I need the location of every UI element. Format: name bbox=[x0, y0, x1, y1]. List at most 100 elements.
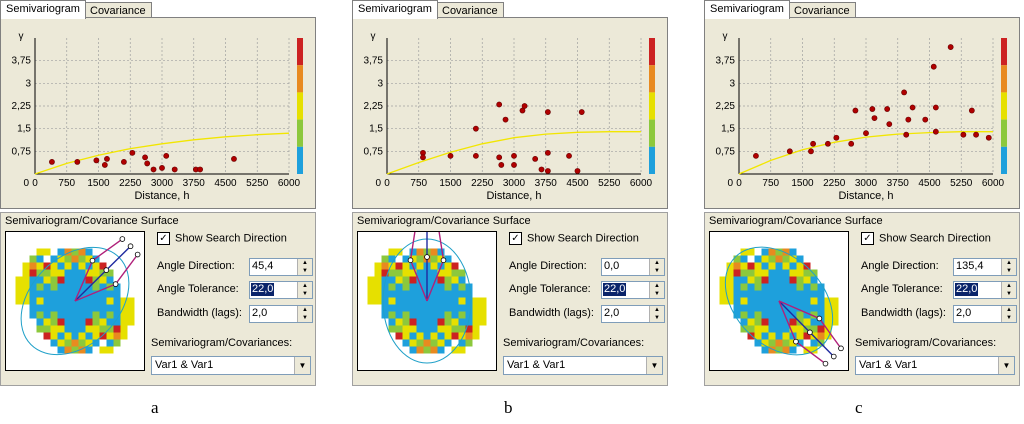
angle-direction-spinner[interactable]: 45,4 ▲ ▼ bbox=[249, 258, 313, 276]
spin-down-icon[interactable]: ▼ bbox=[654, 315, 660, 321]
surface-cell bbox=[782, 297, 790, 305]
surface-cell bbox=[768, 269, 776, 277]
spin-up-icon[interactable]: ▲ bbox=[302, 307, 308, 313]
surface-cell bbox=[782, 290, 790, 298]
angle-tolerance-spinner[interactable]: 22,0 ▲ ▼ bbox=[953, 281, 1017, 299]
bandwidth-value[interactable]: 2,0 bbox=[956, 307, 972, 319]
angle-tolerance-label: Angle Tolerance: bbox=[157, 283, 239, 295]
angle-tolerance-value[interactable]: 22,0 bbox=[251, 283, 275, 296]
surface-cell bbox=[740, 269, 748, 277]
spin-up-icon[interactable]: ▲ bbox=[302, 283, 308, 289]
semivariogram-surface[interactable] bbox=[709, 231, 849, 371]
direction-handle[interactable] bbox=[112, 281, 119, 287]
spin-up-icon[interactable]: ▲ bbox=[302, 260, 308, 266]
show-search-direction[interactable]: ✓ Show Search Direction bbox=[861, 232, 991, 245]
surface-cell bbox=[789, 346, 797, 354]
covariances-select[interactable]: Var1 & Var1 ▼ bbox=[151, 356, 311, 375]
tab-semivariogram[interactable]: Semivariogram bbox=[352, 0, 438, 19]
tab-covariance[interactable]: Covariance bbox=[788, 2, 856, 19]
data-point bbox=[930, 63, 937, 70]
spin-down-icon[interactable]: ▼ bbox=[1006, 268, 1012, 274]
spin-up-icon[interactable]: ▲ bbox=[1006, 283, 1012, 289]
spin-down-icon[interactable]: ▼ bbox=[1006, 315, 1012, 321]
surface-cell bbox=[810, 325, 818, 333]
tab-covariance[interactable]: Covariance bbox=[84, 2, 152, 19]
angle-tolerance-value[interactable]: 22,0 bbox=[603, 283, 627, 296]
spin-up-icon[interactable]: ▲ bbox=[654, 283, 660, 289]
surface-cell bbox=[416, 325, 424, 333]
chevron-down-icon[interactable]: ▼ bbox=[646, 357, 662, 374]
surface-cell bbox=[458, 311, 466, 319]
direction-handle[interactable] bbox=[134, 251, 141, 258]
direction-handle[interactable] bbox=[424, 254, 430, 260]
semivariogram-surface[interactable] bbox=[357, 231, 497, 371]
covariances-select[interactable]: Var1 & Var1 ▼ bbox=[503, 356, 663, 375]
direction-handle[interactable] bbox=[407, 257, 414, 264]
direction-handle[interactable] bbox=[440, 257, 447, 264]
direction-handle[interactable] bbox=[119, 236, 126, 242]
surface-cell bbox=[796, 339, 804, 347]
spin-down-icon[interactable]: ▼ bbox=[302, 315, 308, 321]
surface-cell bbox=[71, 276, 79, 284]
angle-tolerance-spinner[interactable]: 22,0 ▲ ▼ bbox=[601, 281, 665, 299]
surface-cell bbox=[409, 248, 417, 256]
chevron-down-icon[interactable]: ▼ bbox=[294, 357, 310, 374]
spin-up-icon[interactable]: ▲ bbox=[654, 260, 660, 266]
spin-up-icon[interactable]: ▲ bbox=[1006, 307, 1012, 313]
semivariogram-surface[interactable] bbox=[5, 231, 145, 371]
surface-cell bbox=[106, 297, 114, 305]
angle-tolerance-spinner[interactable]: 22,0 ▲ ▼ bbox=[249, 281, 313, 299]
spin-down-icon[interactable]: ▼ bbox=[654, 291, 660, 297]
bandwidth-spinner[interactable]: 2,0 ▲ ▼ bbox=[953, 305, 1017, 323]
covariances-select[interactable]: Var1 & Var1 ▼ bbox=[855, 356, 1015, 375]
spin-up-icon[interactable]: ▲ bbox=[1006, 260, 1012, 266]
direction-handle[interactable] bbox=[89, 257, 96, 264]
show-search-direction-checkbox[interactable]: ✓ bbox=[509, 232, 522, 245]
color-bar-segment bbox=[1001, 146, 1007, 174]
direction-handle[interactable] bbox=[822, 360, 829, 367]
angle-tolerance-label: Angle Tolerance: bbox=[509, 283, 591, 295]
bandwidth-value[interactable]: 2,0 bbox=[252, 307, 268, 319]
surface-cell bbox=[78, 339, 86, 347]
direction-handle[interactable] bbox=[830, 353, 837, 360]
data-point bbox=[753, 152, 759, 159]
angle-direction-value[interactable]: 135,4 bbox=[956, 260, 984, 272]
angle-direction-value[interactable]: 45,4 bbox=[252, 260, 274, 272]
surface-cell bbox=[388, 311, 396, 319]
bandwidth-spinner[interactable]: 2,0 ▲ ▼ bbox=[249, 305, 313, 323]
angle-direction-value[interactable]: 0,0 bbox=[604, 260, 620, 272]
angle-direction-spinner[interactable]: 135,4 ▲ ▼ bbox=[953, 258, 1017, 276]
show-search-direction-checkbox[interactable]: ✓ bbox=[157, 232, 170, 245]
direction-handle[interactable] bbox=[838, 345, 844, 352]
surface-cell bbox=[85, 311, 93, 319]
show-search-direction[interactable]: ✓ Show Search Direction bbox=[509, 232, 639, 245]
tab-semivariogram[interactable]: Semivariogram bbox=[704, 0, 790, 19]
surface-cell bbox=[127, 297, 135, 305]
surface-cell bbox=[367, 283, 375, 291]
color-bar-segment bbox=[297, 92, 303, 120]
direction-handle[interactable] bbox=[127, 243, 134, 250]
spin-down-icon[interactable]: ▼ bbox=[654, 268, 660, 274]
surface-cell bbox=[775, 304, 783, 312]
show-search-direction-checkbox[interactable]: ✓ bbox=[861, 232, 874, 245]
surface-cell bbox=[85, 332, 93, 340]
bandwidth-value[interactable]: 2,0 bbox=[604, 307, 620, 319]
angle-direction-spinner[interactable]: 0,0 ▲ ▼ bbox=[601, 258, 665, 276]
spin-down-icon[interactable]: ▼ bbox=[1006, 291, 1012, 297]
direction-handle[interactable] bbox=[807, 329, 813, 336]
tab-semivariogram[interactable]: Semivariogram bbox=[0, 0, 86, 19]
surface-cell bbox=[416, 276, 424, 284]
surface-cell bbox=[29, 290, 37, 298]
show-search-direction[interactable]: ✓ Show Search Direction bbox=[157, 232, 287, 245]
spin-down-icon[interactable]: ▼ bbox=[302, 291, 308, 297]
tab-covariance[interactable]: Covariance bbox=[436, 2, 504, 19]
spin-down-icon[interactable]: ▼ bbox=[302, 268, 308, 274]
angle-tolerance-value[interactable]: 22,0 bbox=[955, 283, 979, 296]
direction-handle[interactable] bbox=[793, 338, 799, 345]
chevron-down-icon[interactable]: ▼ bbox=[998, 357, 1014, 374]
covariances-value: Var1 & Var1 bbox=[155, 359, 214, 371]
spin-up-icon[interactable]: ▲ bbox=[654, 307, 660, 313]
direction-handle[interactable] bbox=[103, 267, 110, 273]
bandwidth-spinner[interactable]: 2,0 ▲ ▼ bbox=[601, 305, 665, 323]
direction-handle[interactable] bbox=[816, 315, 823, 322]
